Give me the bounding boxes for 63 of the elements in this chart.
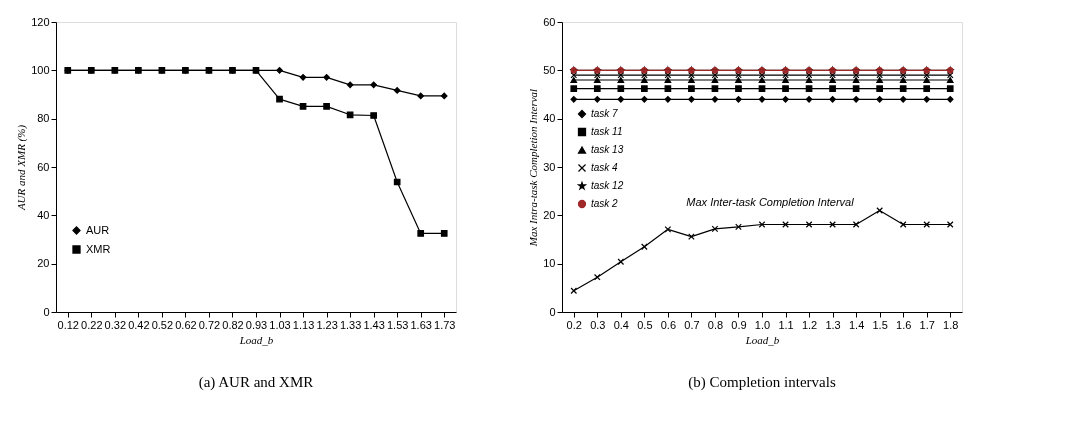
x-tick-label: 0.62 (175, 318, 197, 331)
y-tick-label: 80 (37, 112, 50, 125)
x-tick-label: 0.7 (684, 318, 700, 331)
y-tick-label: 40 (543, 112, 556, 125)
x-tick-label: 0.93 (245, 318, 268, 331)
annotation: Max Inter-task Completion Interval (686, 195, 855, 208)
x-tick-label: 1.8 (943, 318, 959, 331)
x-tick-label: 1.03 (269, 318, 291, 331)
y-tick-label: 20 (37, 257, 50, 270)
y-tick-label: 40 (37, 208, 50, 221)
x-tick-label: 1.23 (316, 318, 338, 331)
y-tick-label: 60 (543, 15, 556, 28)
x-tick-label: 1.63 (410, 318, 432, 331)
x-tick-label: 0.3 (590, 318, 606, 331)
x-tick-label: 1.4 (848, 318, 865, 331)
x-tick-label: 1.7 (919, 318, 935, 331)
y-tick-label: 50 (543, 63, 556, 76)
legend-label: task 11 (591, 126, 623, 137)
x-tick-label: 1.6 (896, 318, 912, 331)
x-axis-title: Load_b (238, 333, 274, 346)
x-tick-label: 0.52 (151, 318, 174, 331)
y-tick-label: 0 (549, 305, 556, 318)
x-tick-label: 0.5 (637, 318, 653, 331)
x-tick-label: 0.42 (128, 318, 150, 331)
x-tick-label: 0.8 (707, 318, 724, 331)
x-tick-label: 1.33 (339, 318, 362, 331)
x-tick-label: 1.1 (778, 318, 794, 331)
x-tick-label: 1.2 (801, 318, 818, 331)
y-tick-label: 20 (543, 208, 556, 221)
text: (a) AUR and XMR (198, 374, 314, 391)
x-tick-label: 1.5 (872, 318, 888, 331)
legend-label: task 13 (591, 144, 624, 155)
x-tick-label: 0.72 (198, 318, 221, 331)
y-tick-label: 0 (43, 305, 50, 318)
x-tick-label: 0.2 (566, 318, 582, 331)
legend-label: task 2 (591, 198, 619, 209)
x-tick-label: 0.6 (660, 318, 677, 331)
legend-label: XMR (86, 242, 111, 255)
text: (b) Completion intervals (688, 374, 836, 391)
y-tick-label: 120 (31, 15, 50, 28)
x-tick-label: 1.73 (434, 318, 456, 331)
y-tick-label: 30 (543, 160, 556, 173)
legend-label: task 4 (591, 162, 619, 173)
x-tick-label: 0.12 (57, 318, 79, 331)
x-tick-label: 1.3 (825, 318, 841, 331)
y-axis-title: Max Intra-task Completion Interval (527, 88, 540, 248)
x-tick-label: 0.9 (731, 318, 747, 331)
x-tick-label: 0.32 (104, 318, 127, 331)
y-tick-label: 60 (37, 160, 50, 173)
x-axis-title: Load_b (744, 333, 780, 346)
x-tick-label: 0.22 (81, 318, 103, 331)
y-tick-label: 100 (31, 63, 50, 76)
legend-label: task 7 (591, 108, 619, 119)
x-tick-label: 1.0 (754, 318, 771, 331)
y-axis-title: AUR and XMR (%) (15, 124, 29, 212)
x-tick-label: 1.53 (386, 318, 409, 331)
x-tick-label: 0.4 (613, 318, 629, 331)
x-tick-label: 1.43 (363, 318, 385, 331)
y-tick-label: 10 (543, 257, 556, 270)
x-tick-label: 1.13 (292, 318, 315, 331)
legend-label: task 12 (591, 180, 624, 191)
legend-label: AUR (86, 223, 110, 236)
x-tick-label: 0.82 (222, 318, 244, 331)
